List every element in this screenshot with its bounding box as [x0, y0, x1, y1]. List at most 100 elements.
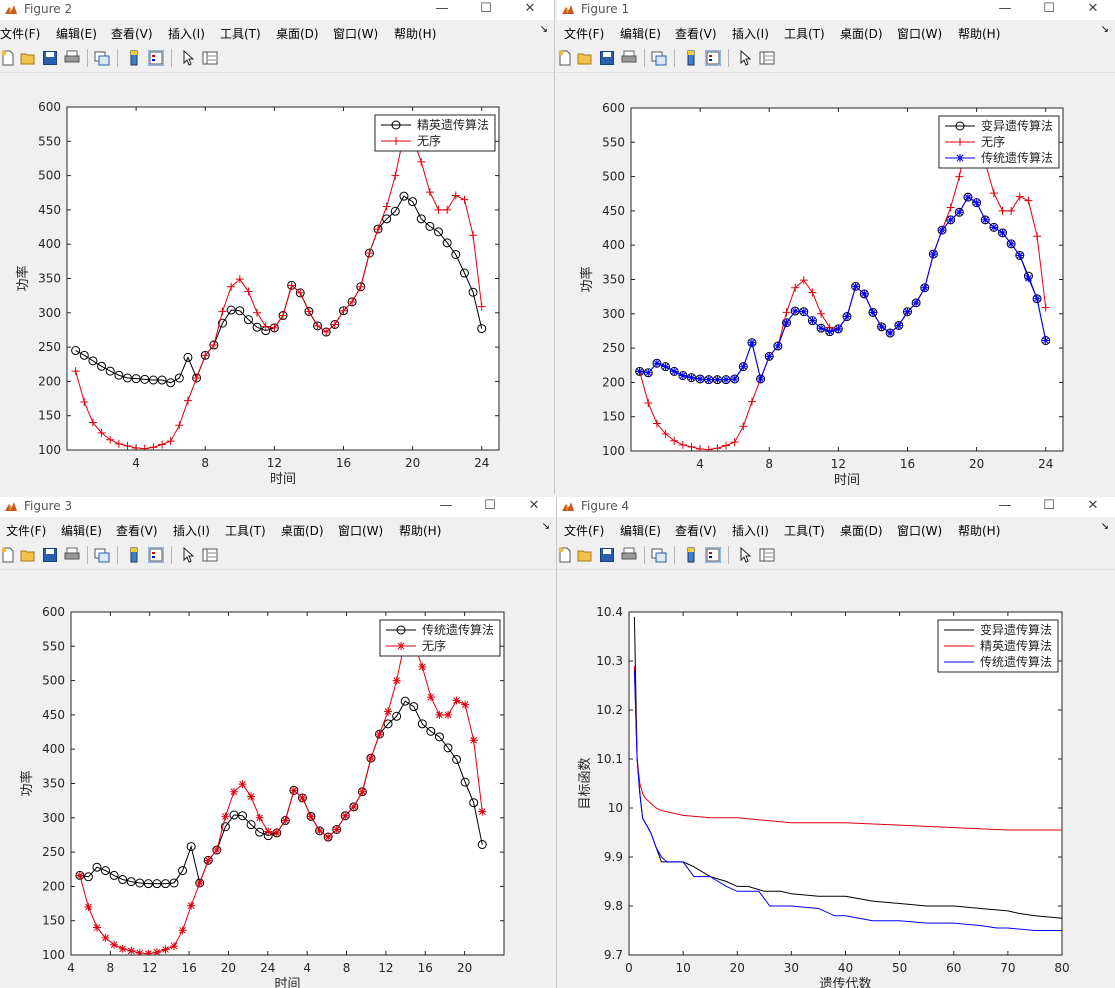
property-inspector-icon[interactable]: [759, 50, 775, 66]
save-icon[interactable]: [599, 50, 615, 66]
menu-edit[interactable]: 编辑(E): [61, 524, 102, 538]
title-bar[interactable]: Figure 2 — ☐ ✕: [0, 0, 554, 20]
new-figure-icon[interactable]: [557, 50, 573, 66]
menu-file[interactable]: 文件(F): [564, 524, 605, 538]
menu-edit[interactable]: 编辑(E): [56, 27, 97, 41]
print-icon[interactable]: [621, 547, 637, 563]
maximize-button[interactable]: ☐: [1043, 1, 1055, 16]
chart-figure-3: 100 150 200 250 300 350 400 450 500 550 600 4 8 12 16 2…: [19, 605, 505, 988]
new-figure-icon[interactable]: [557, 547, 573, 563]
print-icon[interactable]: [621, 50, 637, 66]
minimize-button[interactable]: —: [435, 1, 449, 16]
open-file-icon[interactable]: [20, 50, 36, 66]
menu-overflow-icon[interactable]: ↘: [539, 24, 548, 35]
colorbar-icon[interactable]: [126, 50, 142, 66]
select-pointer-icon[interactable]: [737, 547, 753, 563]
menu-help[interactable]: 帮助(H): [958, 27, 1001, 41]
menu-edit[interactable]: 编辑(E): [620, 524, 661, 538]
legend-icon[interactable]: [705, 547, 721, 563]
data-point: [661, 362, 670, 371]
menu-window[interactable]: 窗口(W): [338, 524, 384, 538]
property-inspector-icon[interactable]: [202, 547, 218, 563]
minimize-button[interactable]: —: [439, 498, 453, 513]
menu-overflow-icon[interactable]: ↘: [1100, 521, 1109, 532]
menu-insert[interactable]: 插入(I): [168, 27, 205, 41]
menu-edit[interactable]: 编辑(E): [620, 27, 661, 41]
title-bar[interactable]: Figure 3 — ☐ ✕: [0, 497, 556, 517]
colorbar-icon[interactable]: [683, 50, 699, 66]
data-point: [851, 282, 860, 291]
link-plot-icon[interactable]: [651, 547, 667, 563]
menu-desktop[interactable]: 桌面(D): [840, 524, 883, 538]
data-point: [843, 312, 851, 321]
y-tick-label: 550: [38, 134, 61, 148]
title-bar[interactable]: Figure 1 — ☐ ✕: [557, 0, 1115, 20]
menu-file[interactable]: 文件(F): [564, 27, 605, 41]
close-button[interactable]: ✕: [528, 498, 540, 513]
menu-overflow-icon[interactable]: ↘: [1100, 24, 1109, 35]
title-bar[interactable]: Figure 4 — ☐ ✕: [557, 497, 1115, 517]
menu-help[interactable]: 帮助(H): [958, 524, 1001, 538]
menu-view[interactable]: 查看(V): [675, 524, 717, 538]
menu-tools[interactable]: 工具(T): [225, 524, 266, 538]
legend-icon[interactable]: [705, 50, 721, 66]
colorbar-icon[interactable]: [683, 547, 699, 563]
minimize-button[interactable]: —: [998, 1, 1012, 16]
select-pointer-icon[interactable]: [180, 547, 196, 563]
figure-canvas: 100 150 200 250 300 350 400 450 500 550 600 4 8 12 16 2…: [0, 570, 556, 988]
menu-desktop[interactable]: 桌面(D): [840, 27, 883, 41]
link-plot-icon[interactable]: [94, 50, 110, 66]
save-icon[interactable]: [42, 547, 58, 563]
menu-window[interactable]: 窗口(W): [333, 27, 379, 41]
menu-window[interactable]: 窗口(W): [897, 524, 943, 538]
select-pointer-icon[interactable]: [180, 50, 196, 66]
menu-file[interactable]: 文件(F): [0, 27, 41, 41]
colorbar-icon[interactable]: [126, 547, 142, 563]
open-file-icon[interactable]: [577, 50, 593, 66]
x-tick-label: 4: [132, 456, 140, 470]
menu-insert[interactable]: 插入(I): [173, 524, 210, 538]
minimize-button[interactable]: —: [998, 498, 1012, 513]
menu-view[interactable]: 查看(V): [111, 27, 153, 41]
menu-overflow-icon[interactable]: ↘: [541, 521, 550, 532]
print-icon[interactable]: [64, 547, 80, 563]
print-icon[interactable]: [64, 50, 80, 66]
data-point: [1024, 274, 1033, 283]
legend-icon[interactable]: [148, 50, 164, 66]
property-inspector-icon[interactable]: [202, 50, 218, 66]
link-plot-icon[interactable]: [651, 50, 667, 66]
menu-tools[interactable]: 工具(T): [784, 27, 825, 41]
y-tick-label: 350: [42, 777, 65, 791]
menu-file[interactable]: 文件(F): [6, 524, 47, 538]
link-plot-icon[interactable]: [94, 547, 110, 563]
menu-tools[interactable]: 工具(T): [220, 27, 261, 41]
menu-desktop[interactable]: 桌面(D): [281, 524, 324, 538]
save-icon[interactable]: [42, 50, 58, 66]
menu-tools[interactable]: 工具(T): [784, 524, 825, 538]
maximize-button[interactable]: ☐: [1043, 498, 1055, 513]
menu-insert[interactable]: 插入(I): [732, 524, 769, 538]
y-tick-label: 350: [38, 272, 61, 286]
data-point: [730, 438, 739, 447]
open-file-icon[interactable]: [20, 547, 36, 563]
close-button[interactable]: ✕: [1087, 1, 1099, 16]
close-button[interactable]: ✕: [1087, 498, 1099, 513]
save-icon[interactable]: [599, 547, 615, 563]
maximize-button[interactable]: ☐: [484, 498, 496, 513]
maximize-button[interactable]: ☐: [480, 1, 492, 16]
data-point: [289, 786, 298, 795]
menu-desktop[interactable]: 桌面(D): [276, 27, 319, 41]
legend-icon[interactable]: [148, 547, 164, 563]
new-figure-icon[interactable]: [0, 547, 16, 563]
menu-insert[interactable]: 插入(I): [732, 27, 769, 41]
menu-window[interactable]: 窗口(W): [897, 27, 943, 41]
close-button[interactable]: ✕: [524, 1, 536, 16]
menu-help[interactable]: 帮助(H): [399, 524, 442, 538]
menu-view[interactable]: 查看(V): [675, 27, 717, 41]
new-figure-icon[interactable]: [0, 50, 16, 66]
menu-help[interactable]: 帮助(H): [394, 27, 437, 41]
property-inspector-icon[interactable]: [759, 547, 775, 563]
open-file-icon[interactable]: [577, 547, 593, 563]
select-pointer-icon[interactable]: [737, 50, 753, 66]
menu-view[interactable]: 查看(V): [116, 524, 158, 538]
